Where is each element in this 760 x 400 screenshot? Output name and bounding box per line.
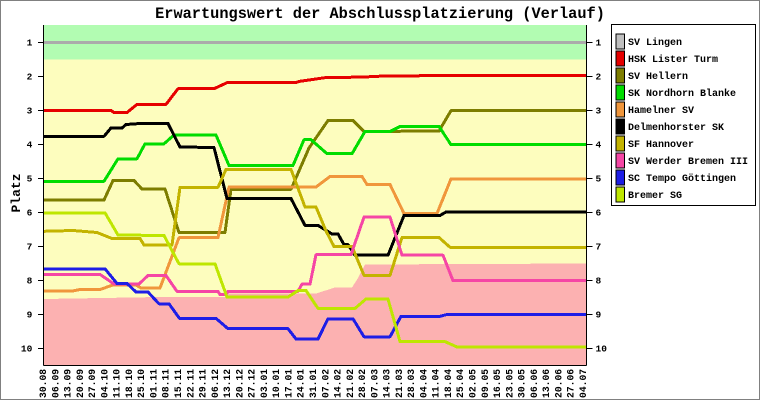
svg-text:04.04: 04.04 <box>418 369 429 398</box>
svg-text:21.03: 21.03 <box>394 369 405 398</box>
svg-text:1: 1 <box>596 38 602 49</box>
svg-text:10: 10 <box>21 344 33 355</box>
svg-text:06.06: 06.06 <box>529 369 540 398</box>
svg-text:6: 6 <box>27 208 33 219</box>
svg-text:06.12: 06.12 <box>210 369 221 398</box>
svg-text:16.05: 16.05 <box>492 369 503 398</box>
svg-text:8: 8 <box>27 276 33 287</box>
svg-text:27.09: 27.09 <box>87 369 98 398</box>
svg-text:Erwartungswert der Abschlusspl: Erwartungswert der Abschlussplatzierung … <box>155 5 605 23</box>
svg-text:22.11: 22.11 <box>185 369 196 398</box>
svg-text:17.01: 17.01 <box>283 369 294 398</box>
svg-text:03.01: 03.01 <box>259 369 270 398</box>
svg-text:04.10: 04.10 <box>99 369 110 398</box>
svg-text:21.02: 21.02 <box>345 369 356 398</box>
svg-text:06.09: 06.09 <box>50 369 61 398</box>
svg-text:30.05: 30.05 <box>517 369 528 398</box>
svg-text:7: 7 <box>27 242 33 253</box>
svg-text:1: 1 <box>27 38 33 49</box>
svg-text:23.05: 23.05 <box>504 369 515 398</box>
svg-text:HSK Lister Turm: HSK Lister Turm <box>628 54 718 66</box>
svg-text:15.11: 15.11 <box>173 369 184 398</box>
svg-text:18.04: 18.04 <box>443 369 454 398</box>
svg-text:3: 3 <box>27 106 33 117</box>
svg-text:9: 9 <box>596 310 602 321</box>
svg-text:07.02: 07.02 <box>320 369 331 398</box>
svg-text:2: 2 <box>596 72 602 83</box>
svg-text:SV Werder Bremen III: SV Werder Bremen III <box>628 156 748 168</box>
svg-text:Delmenhorster SK: Delmenhorster SK <box>628 122 724 134</box>
svg-text:10.01: 10.01 <box>271 369 282 398</box>
svg-text:13.12: 13.12 <box>222 369 233 398</box>
svg-text:2: 2 <box>27 72 33 83</box>
svg-text:25.10: 25.10 <box>136 369 147 398</box>
svg-text:09.05: 09.05 <box>480 369 491 398</box>
svg-text:30.08: 30.08 <box>38 369 49 398</box>
svg-text:02.05: 02.05 <box>468 369 479 398</box>
svg-text:7: 7 <box>596 242 602 253</box>
svg-text:11.10: 11.10 <box>112 369 123 398</box>
svg-text:13.06: 13.06 <box>541 369 552 398</box>
svg-text:Hamelner SV: Hamelner SV <box>628 105 694 117</box>
svg-text:13.09: 13.09 <box>63 369 74 398</box>
svg-text:5: 5 <box>596 174 602 185</box>
svg-text:24.01: 24.01 <box>296 369 307 398</box>
svg-text:SF Hannover: SF Hannover <box>628 140 694 151</box>
svg-text:14.03: 14.03 <box>382 369 393 398</box>
svg-text:SV Hellern: SV Hellern <box>628 71 688 83</box>
svg-text:10: 10 <box>596 344 608 355</box>
svg-text:04.07: 04.07 <box>578 369 589 398</box>
svg-text:07.03: 07.03 <box>369 369 380 398</box>
svg-text:8: 8 <box>596 276 602 287</box>
svg-text:31.01: 31.01 <box>308 369 319 398</box>
svg-text:11.04: 11.04 <box>431 369 442 398</box>
svg-text:5: 5 <box>27 174 33 185</box>
svg-text:20.06: 20.06 <box>553 369 564 398</box>
svg-text:08.11: 08.11 <box>161 369 172 398</box>
svg-text:SK Nordhorn Blanke: SK Nordhorn Blanke <box>628 88 736 100</box>
svg-text:4: 4 <box>27 140 33 151</box>
svg-text:4: 4 <box>596 140 602 151</box>
svg-text:01.11: 01.11 <box>148 369 159 398</box>
svg-text:9: 9 <box>27 310 33 321</box>
svg-text:27.12: 27.12 <box>247 369 258 398</box>
svg-text:27.06: 27.06 <box>566 369 577 398</box>
svg-text:Bremer SG: Bremer SG <box>628 191 682 202</box>
svg-text:18.10: 18.10 <box>124 369 135 398</box>
svg-text:14.02: 14.02 <box>333 369 344 398</box>
svg-text:28.03: 28.03 <box>406 369 417 398</box>
svg-text:20.09: 20.09 <box>75 369 86 398</box>
svg-text:SC Tempo Göttingen: SC Tempo Göttingen <box>628 173 736 185</box>
svg-text:SV Lingen: SV Lingen <box>628 37 682 49</box>
svg-text:20.12: 20.12 <box>234 369 245 398</box>
svg-text:3: 3 <box>596 106 602 117</box>
svg-text:6: 6 <box>596 208 602 219</box>
svg-text:Platz: Platz <box>9 173 24 212</box>
svg-text:25.04: 25.04 <box>455 369 466 398</box>
svg-text:28.02: 28.02 <box>357 369 368 398</box>
svg-text:29.11: 29.11 <box>198 369 209 398</box>
